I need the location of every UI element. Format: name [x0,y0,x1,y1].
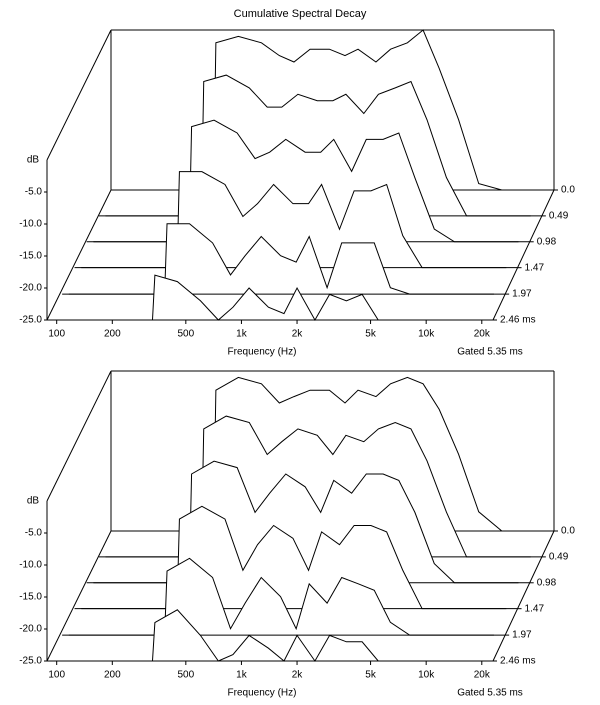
z-tick-label: 0.0 [561,185,575,196]
z-tick-label: 1.47 [525,603,545,614]
x-tick-label: 10k [418,670,435,681]
x-tick-label: 1k [236,329,248,340]
y-tick-label: -10.0 [19,219,42,230]
x-tick-label: 200 [104,329,121,340]
x-tick-label: 20k [474,670,491,681]
chart: -5.0 -10.0 -15.0 -20.0 -25.0 100 200 500 1k 2k 5k 1… [19,370,575,699]
floor-left-edge [46,530,112,662]
slice-line [68,557,494,636]
z-tick-label: 0.98 [537,236,557,247]
y-tick-label: -20.0 [19,283,42,294]
slice-line [105,74,531,217]
x-tick-label: 100 [48,670,65,681]
x-tick-label: 2k [292,670,304,681]
z-tick-label: 1.97 [512,630,532,641]
y-tick-label: -25.0 [19,656,42,667]
slice-line [93,460,519,584]
annotation: Gated 5.35 ms [457,688,523,699]
y-tick-label: -25.0 [19,315,42,326]
y-tick-label: -5.0 [25,528,43,539]
x-tick-label: 200 [104,670,121,681]
chart-title: Cumulative Spectral Decay [234,8,367,20]
slice-line [117,29,543,191]
y-tick-label: -15.0 [19,251,42,262]
x-axis-label: Frequency (Hz) [228,688,297,699]
x-tick-label: 10k [418,329,435,340]
z-tick-label: 2.46 ms [500,315,536,326]
slice-line [81,505,507,610]
y-tick-label: -20.0 [19,624,42,635]
y-tick-label: -15.0 [19,592,42,603]
y-axis-label: dB [27,155,40,166]
slice-fill [68,223,494,295]
floor-left-edge [46,189,112,321]
slice-line [105,415,531,558]
x-tick-label: 5k [365,670,377,681]
y-axis-label: dB [27,496,40,507]
z-tick-label: 0.0 [561,526,575,537]
chart: -5.0 -10.0 -15.0 -20.0 -25.0 100 200 500 1k 2k 5k 1… [19,8,575,358]
z-axis [492,530,555,662]
y-tick-label: -5.0 [25,187,43,198]
z-tick-label: 0.98 [537,577,557,588]
top-left-edge [46,370,112,502]
x-tick-label: 5k [365,329,377,340]
annotation: Gated 5.35 ms [457,347,523,358]
slice-line [81,171,507,269]
y-tick-label: -10.0 [19,560,42,571]
x-tick-label: 500 [177,670,194,681]
slice-fill [56,275,482,320]
slice-line [117,376,543,532]
slice-fill [56,609,482,661]
z-tick-label: 0.49 [549,552,569,563]
x-tick-label: 20k [474,329,491,340]
z-tick-label: 1.97 [512,289,532,300]
z-tick-label: 0.49 [549,211,569,222]
top-left-edge [46,29,112,161]
x-tick-label: 500 [177,329,194,340]
z-tick-label: 1.47 [525,262,545,273]
x-tick-label: 1k [236,670,248,681]
x-tick-label: 2k [292,329,304,340]
z-tick-label: 2.46 ms [500,656,536,667]
slice-line [68,223,494,295]
x-tick-label: 100 [48,329,65,340]
slice-line [93,119,519,243]
x-axis-label: Frequency (Hz) [228,347,297,358]
z-axis [492,189,555,321]
